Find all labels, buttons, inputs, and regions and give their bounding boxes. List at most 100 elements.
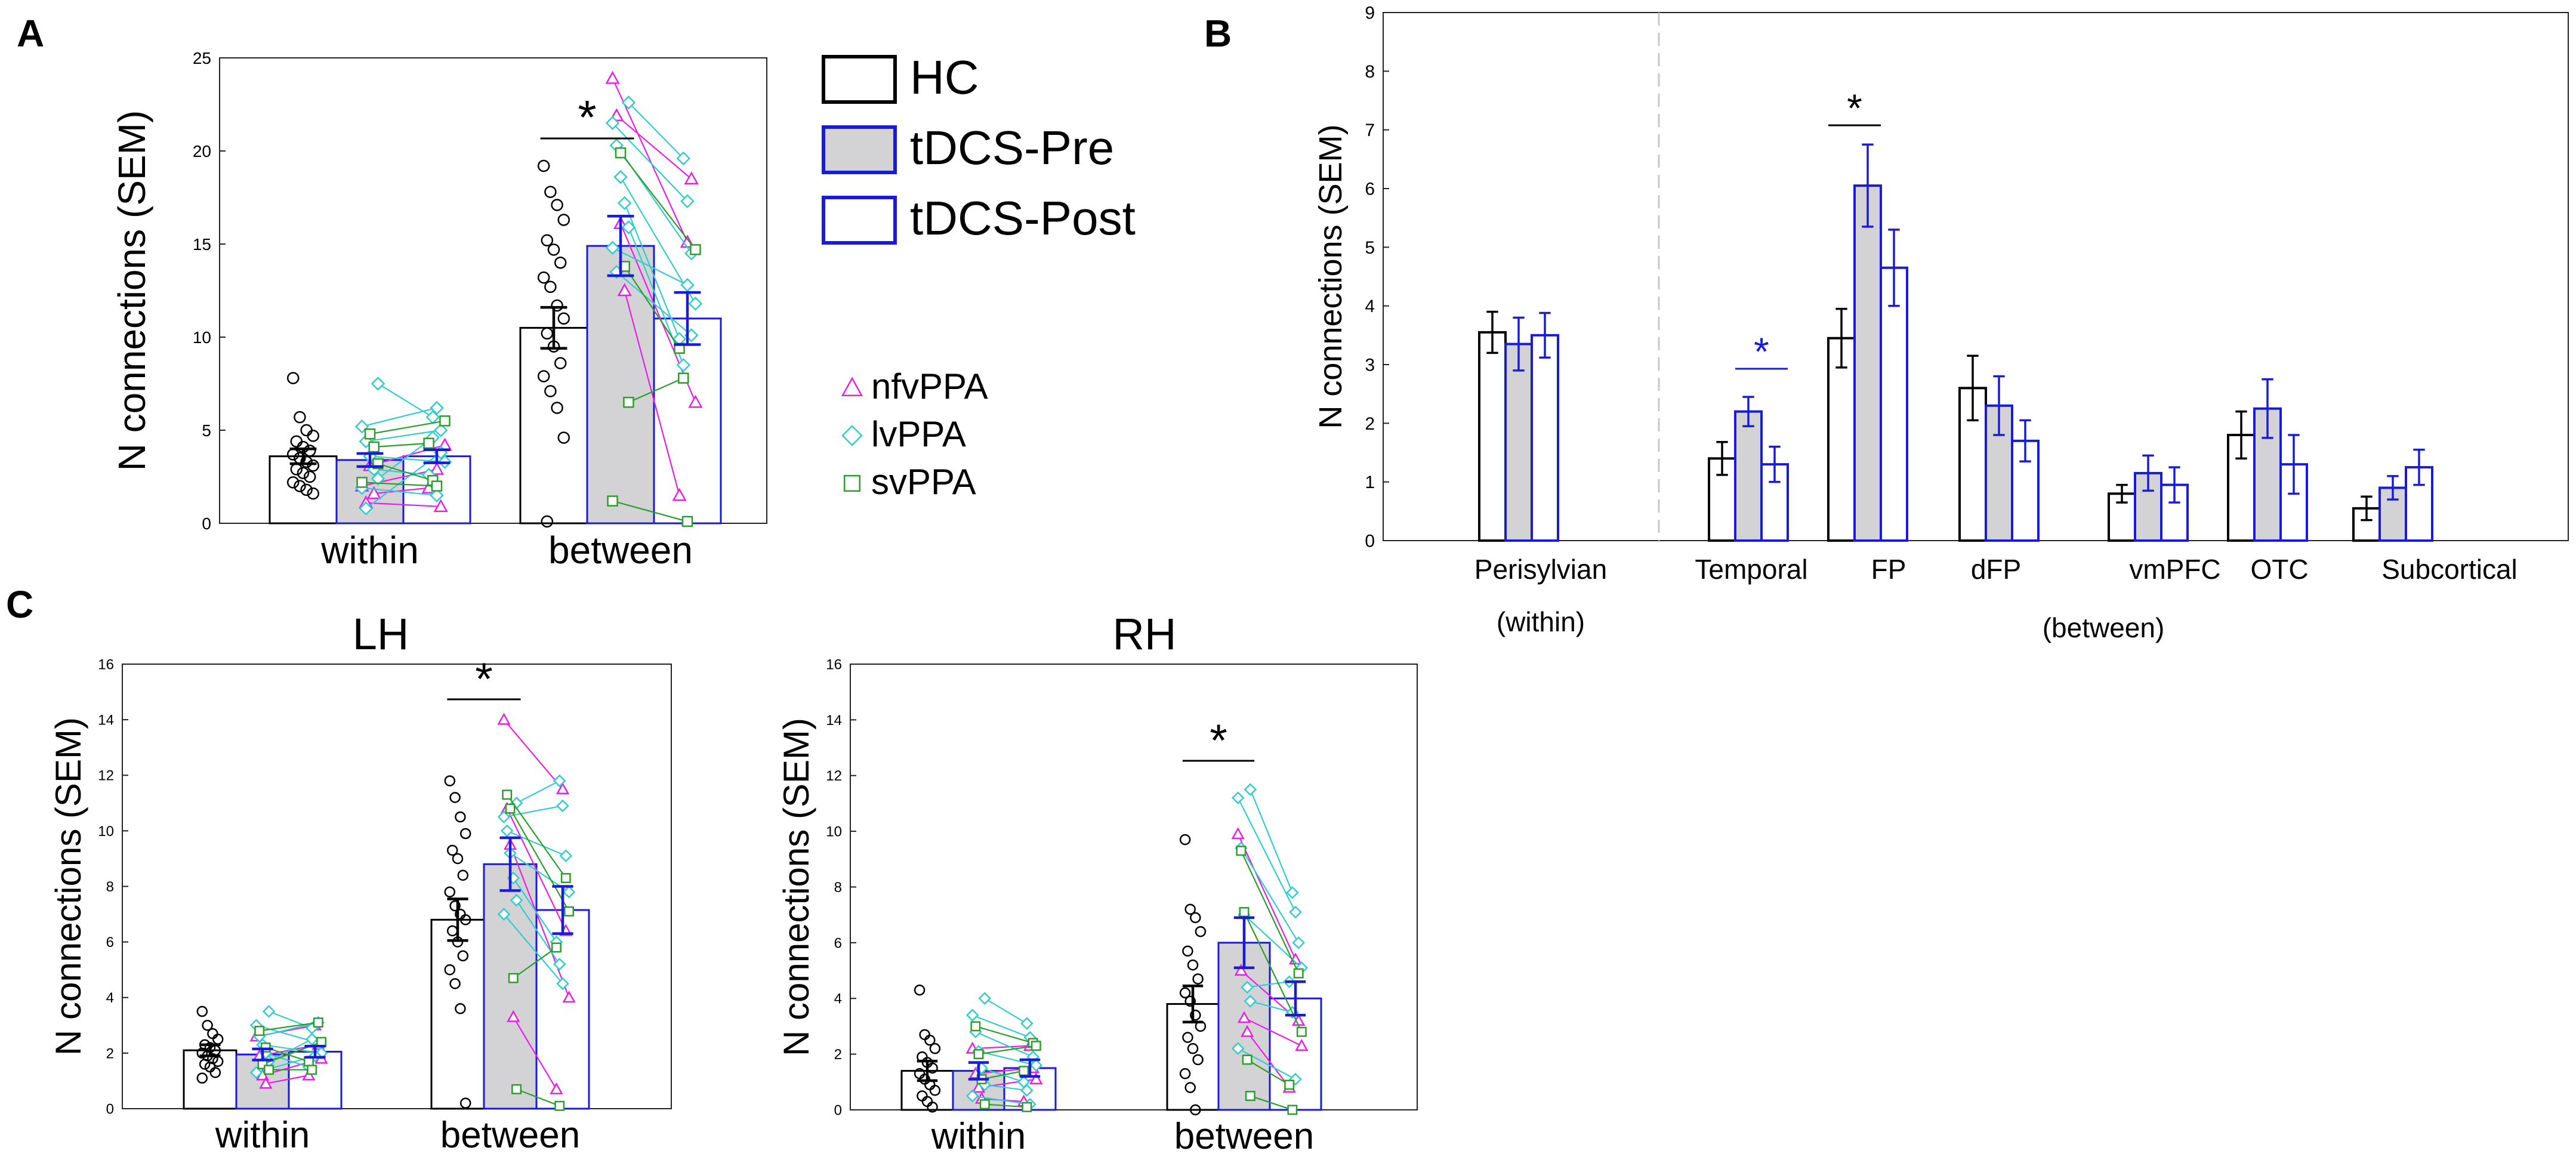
y-tick-label: 5 bbox=[202, 421, 211, 440]
patient-point-lv bbox=[497, 810, 511, 823]
patient-point-nfv bbox=[562, 991, 576, 1003]
patient-point-sv bbox=[615, 147, 627, 159]
hc-point bbox=[537, 370, 550, 382]
patient-point-sv bbox=[690, 244, 701, 255]
patient-line-sv bbox=[516, 1088, 560, 1107]
patient-point-nfv bbox=[1241, 1025, 1254, 1037]
legend-label-sv: svPPA bbox=[871, 462, 976, 502]
y-tick-label: 6 bbox=[1365, 180, 1375, 199]
patient-point-nfv bbox=[1231, 827, 1245, 840]
patient-point-lv bbox=[1029, 1059, 1043, 1072]
legend-label-post: tDCS-Post bbox=[910, 192, 1136, 245]
legend-marker-nfv bbox=[841, 377, 863, 397]
bar-pre-between bbox=[586, 245, 655, 524]
hc-point bbox=[459, 828, 471, 840]
patient-line-nfv bbox=[1244, 1017, 1302, 1047]
y-tick-label: 7 bbox=[1365, 121, 1375, 140]
patient-point-lv bbox=[965, 1008, 979, 1022]
hc-point bbox=[307, 459, 320, 472]
patient-line-nfv bbox=[619, 223, 696, 403]
patient-line-lv bbox=[972, 1095, 1031, 1105]
patient-point-sv bbox=[431, 480, 443, 492]
patient-line-lv bbox=[1237, 797, 1296, 913]
patient-line-lv bbox=[628, 227, 684, 366]
y-tick-label: 4 bbox=[106, 990, 114, 1006]
hc-point bbox=[557, 214, 570, 226]
patient-point-lv bbox=[1292, 936, 1305, 949]
bar-pre-dfp bbox=[1985, 404, 2013, 542]
patient-line-lv bbox=[616, 271, 692, 336]
patient-point-nfv bbox=[1295, 1039, 1309, 1051]
y-tick-label: 25 bbox=[193, 49, 211, 67]
y-tick-label: 10 bbox=[98, 823, 114, 840]
patient-point-sv bbox=[368, 441, 380, 453]
panel-title-rh: RH bbox=[1113, 609, 1177, 659]
x-tick-label: FP bbox=[1871, 554, 1906, 585]
patient-point-sv bbox=[551, 942, 562, 953]
y-tick-label: 8 bbox=[1365, 62, 1375, 82]
hc-point bbox=[300, 424, 313, 437]
y-tick-label: 4 bbox=[834, 991, 842, 1007]
bar-hc-between bbox=[519, 326, 588, 524]
x-tick-label: within bbox=[320, 529, 419, 572]
y-tick-label: 0 bbox=[834, 1102, 842, 1118]
y-axis-label: N connections (SEM) bbox=[110, 110, 153, 471]
patient-point-nfv bbox=[366, 486, 381, 499]
patient-point-lv bbox=[556, 977, 569, 991]
patient-point-lv bbox=[613, 169, 628, 184]
hc-point bbox=[290, 435, 303, 448]
patient-point-sv bbox=[554, 1100, 565, 1111]
x-tick-label: Perisylvian bbox=[1474, 554, 1607, 585]
legend-swatch-hc bbox=[822, 55, 897, 104]
patient-line-sv bbox=[1250, 1095, 1293, 1111]
patient-point-sv bbox=[423, 437, 434, 449]
patient-point-sv bbox=[623, 396, 634, 408]
patient-point-sv bbox=[313, 1017, 323, 1028]
hc-point bbox=[537, 159, 550, 172]
patient-point-sv bbox=[681, 516, 693, 527]
hc-point bbox=[459, 1097, 471, 1109]
patient-point-lv bbox=[500, 824, 514, 838]
patient-point-sv bbox=[264, 1065, 274, 1075]
significance-star: * bbox=[475, 654, 493, 705]
hc-point bbox=[1179, 834, 1191, 846]
patient-point-sv bbox=[1293, 968, 1304, 979]
legend-label-nfv: nfvPPA bbox=[871, 366, 988, 406]
hc-point bbox=[449, 900, 461, 912]
x-tick-label: within bbox=[215, 1115, 310, 1156]
bar-post-between bbox=[653, 317, 722, 524]
patient-point-lv bbox=[562, 886, 576, 899]
hc-point bbox=[1184, 995, 1196, 1007]
bar-post-fp bbox=[1880, 266, 1908, 542]
patient-line-sv bbox=[624, 266, 680, 349]
hc-point bbox=[544, 385, 557, 397]
patient-line-sv bbox=[513, 947, 557, 979]
hc-point bbox=[1187, 1043, 1199, 1054]
y-tick-label: 0 bbox=[1365, 532, 1375, 551]
patient-point-nfv bbox=[556, 782, 570, 794]
patient-line-sv bbox=[510, 808, 570, 912]
patient-line-lv bbox=[1238, 1048, 1296, 1080]
patient-line-nfv bbox=[509, 844, 570, 998]
hc-point bbox=[196, 1072, 208, 1084]
patient-line-lv bbox=[503, 914, 563, 985]
panel-label-c: C bbox=[6, 583, 33, 626]
legend-marker-lv bbox=[841, 425, 863, 446]
hc-point bbox=[557, 312, 570, 325]
patient-point-nfv bbox=[688, 394, 703, 408]
x-tick-label: Subcortical bbox=[2381, 554, 2518, 585]
hc-point bbox=[919, 1029, 930, 1041]
hc-point bbox=[929, 1043, 941, 1054]
patient-point-lv bbox=[1289, 905, 1302, 919]
patient-point-lv bbox=[680, 277, 695, 292]
legend-label-pre: tDCS-Pre bbox=[910, 121, 1114, 174]
legend-marker-sv bbox=[843, 474, 861, 492]
patient-point-sv bbox=[364, 428, 376, 440]
x-tick-label: between bbox=[548, 529, 693, 572]
patient-line-lv bbox=[612, 247, 688, 286]
hc-point bbox=[541, 515, 554, 528]
hc-point bbox=[1182, 945, 1193, 957]
hc-point bbox=[452, 853, 464, 865]
patient-point-lv bbox=[556, 799, 569, 813]
patient-point-sv bbox=[439, 415, 451, 427]
